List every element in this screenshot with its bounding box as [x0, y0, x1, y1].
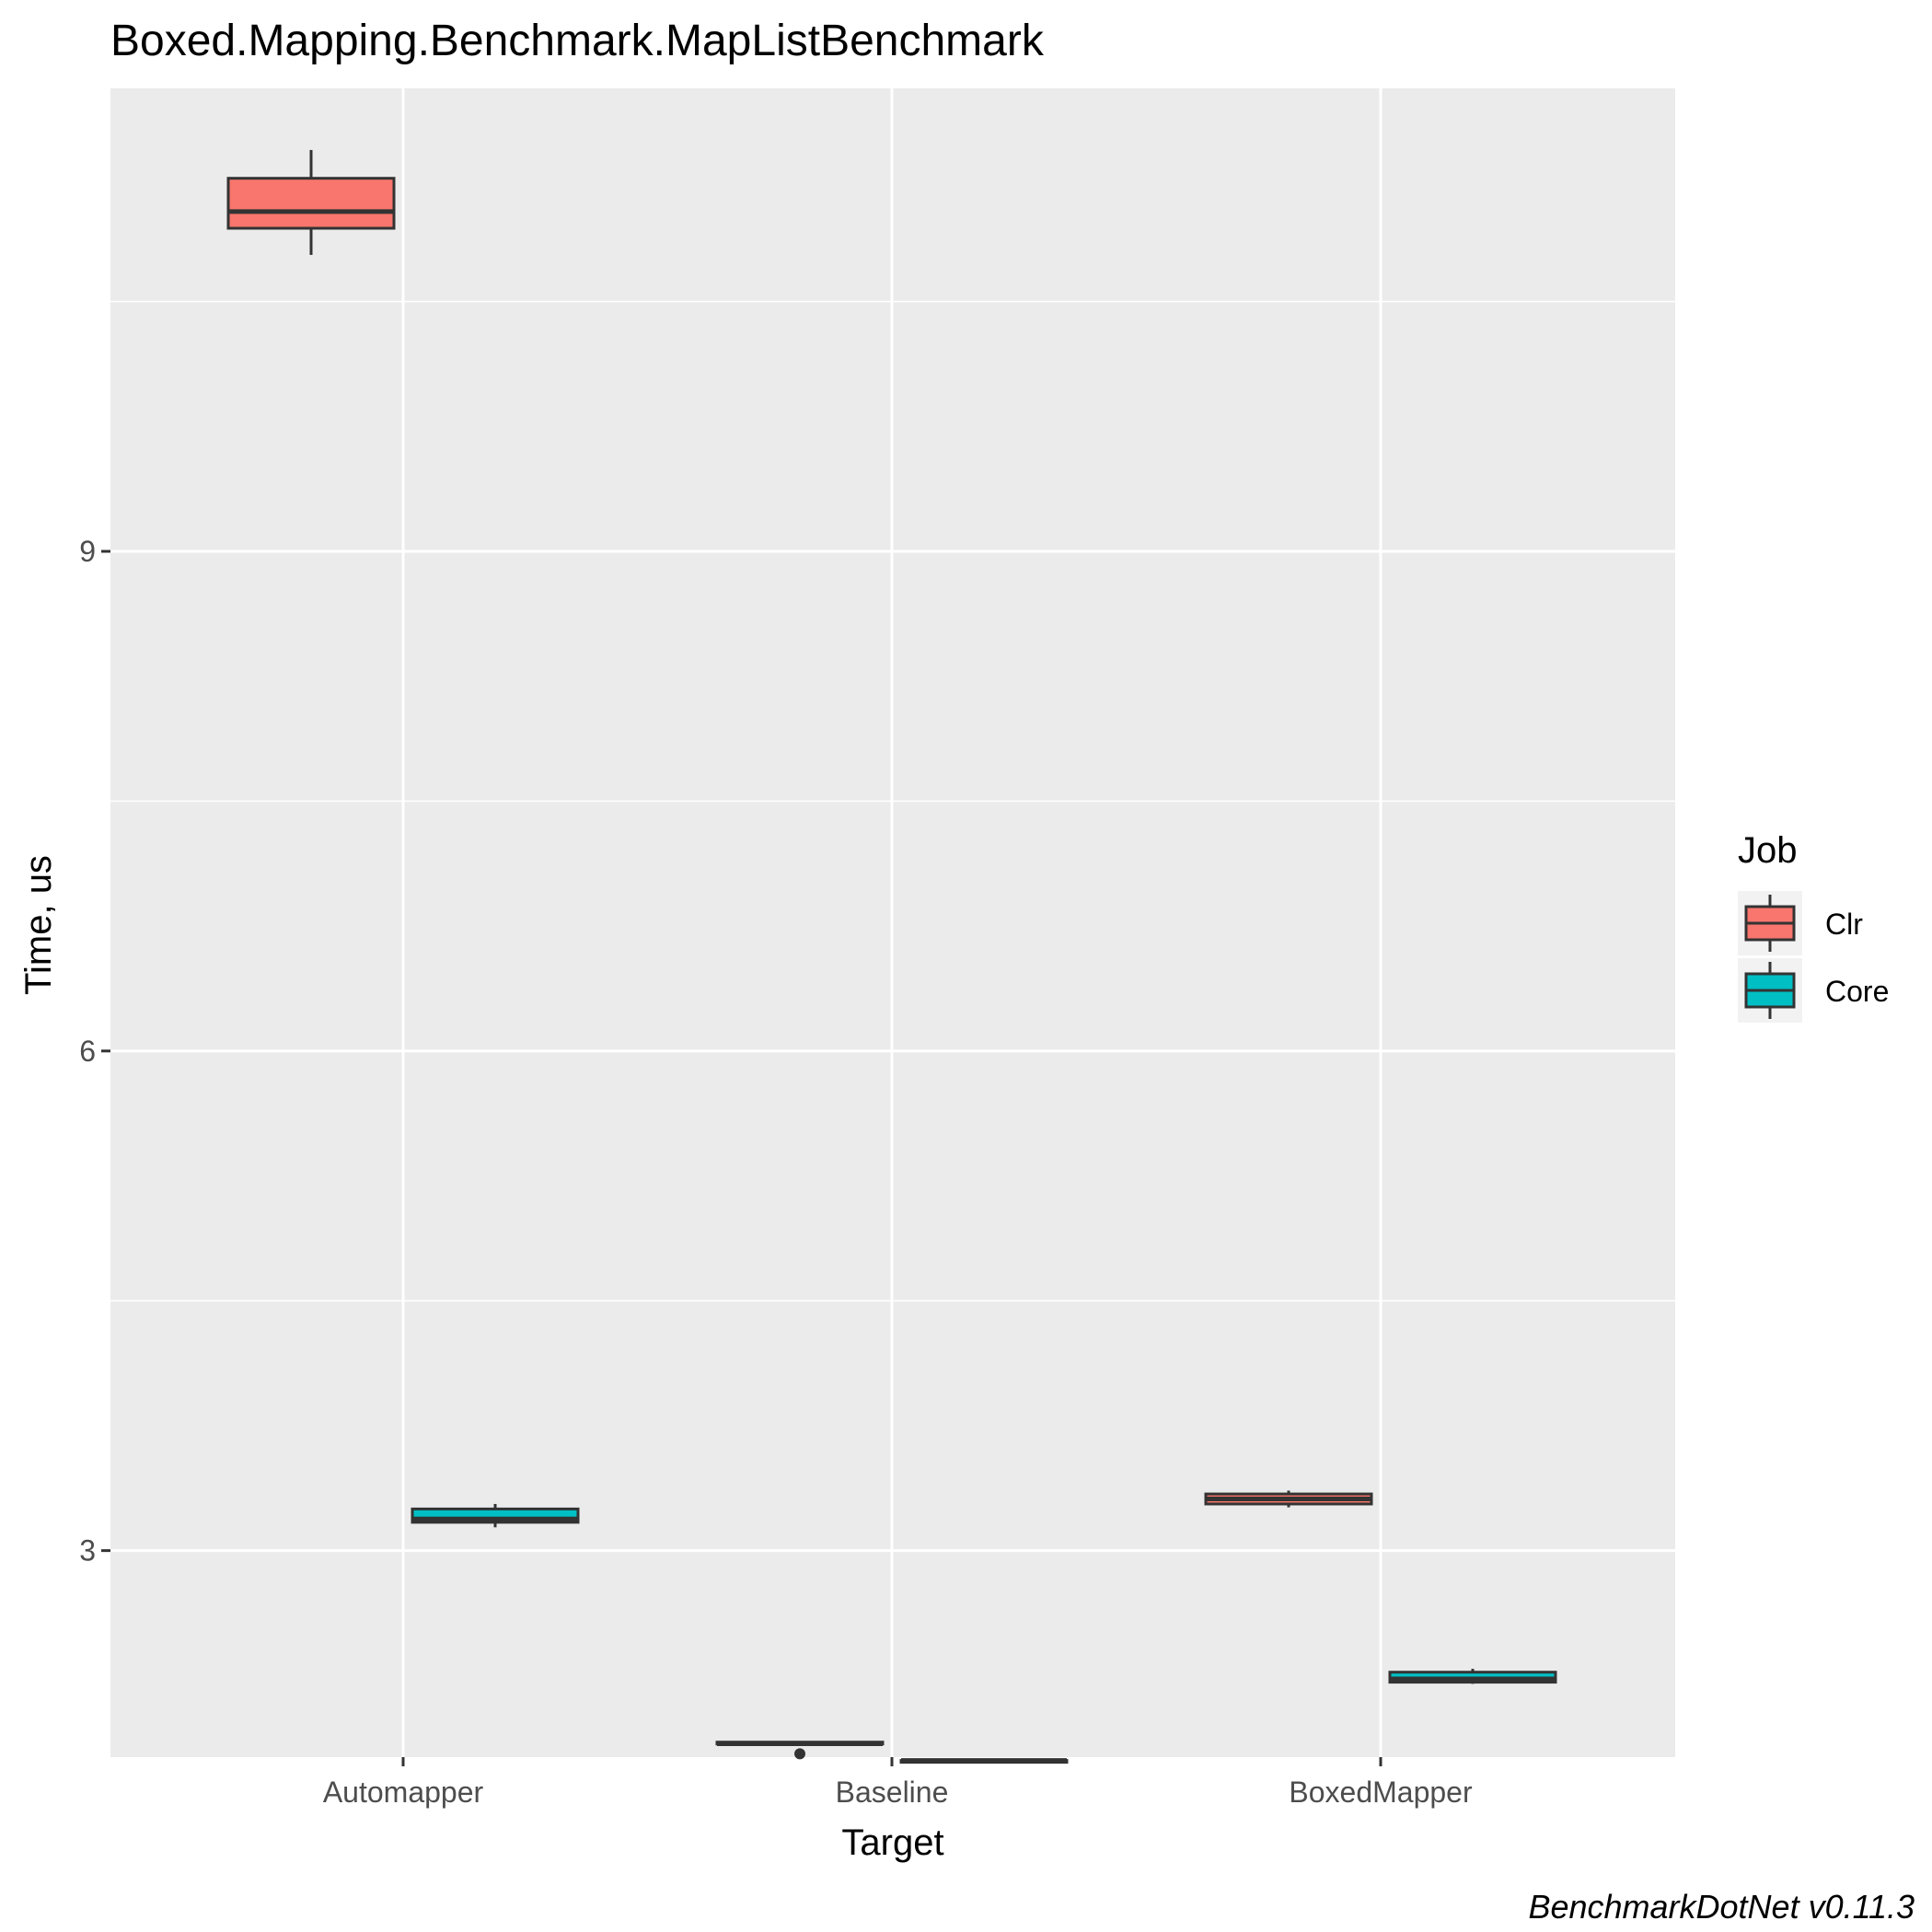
outlier-point	[794, 1748, 805, 1760]
legend-title: Job	[1738, 830, 1798, 871]
legend-item-clr: Clr	[1738, 891, 1863, 955]
major-gridlines	[110, 88, 1675, 1757]
x-tick-label: BoxedMapper	[1289, 1776, 1473, 1809]
x-tick-label: Baseline	[836, 1776, 949, 1809]
y-tick-label: 6	[79, 1035, 96, 1068]
legend-label: Clr	[1825, 908, 1863, 941]
legend-item-core: Core	[1738, 958, 1889, 1023]
box-core-baseline	[899, 1758, 1069, 1764]
y-tick-label: 9	[79, 535, 96, 568]
box-clr-baseline	[715, 1741, 885, 1760]
y-tick-label: 3	[79, 1534, 96, 1568]
box-clr-automapper	[226, 149, 396, 255]
box-clr-boxedmapper	[1204, 1490, 1373, 1508]
caption: BenchmarkDotNet v0.11.3	[1528, 1888, 1915, 1926]
axes: 3 6 9 Automapper Baseline BoxedMapper	[79, 535, 1473, 1809]
legend: Job Clr Core	[1738, 830, 1889, 1023]
x-axis-title: Target	[841, 1822, 943, 1863]
box-body	[226, 177, 396, 230]
box-core-boxedmapper	[1388, 1669, 1557, 1684]
y-axis-title: Time, us	[18, 855, 59, 995]
chart-title: Boxed.Mapping.Benchmark.MapListBenchmark	[110, 17, 1045, 65]
box-layer	[226, 149, 1557, 1764]
x-tick-label: Automapper	[323, 1776, 484, 1809]
box-core-automapper	[411, 1503, 580, 1528]
legend-label: Core	[1825, 975, 1889, 1008]
